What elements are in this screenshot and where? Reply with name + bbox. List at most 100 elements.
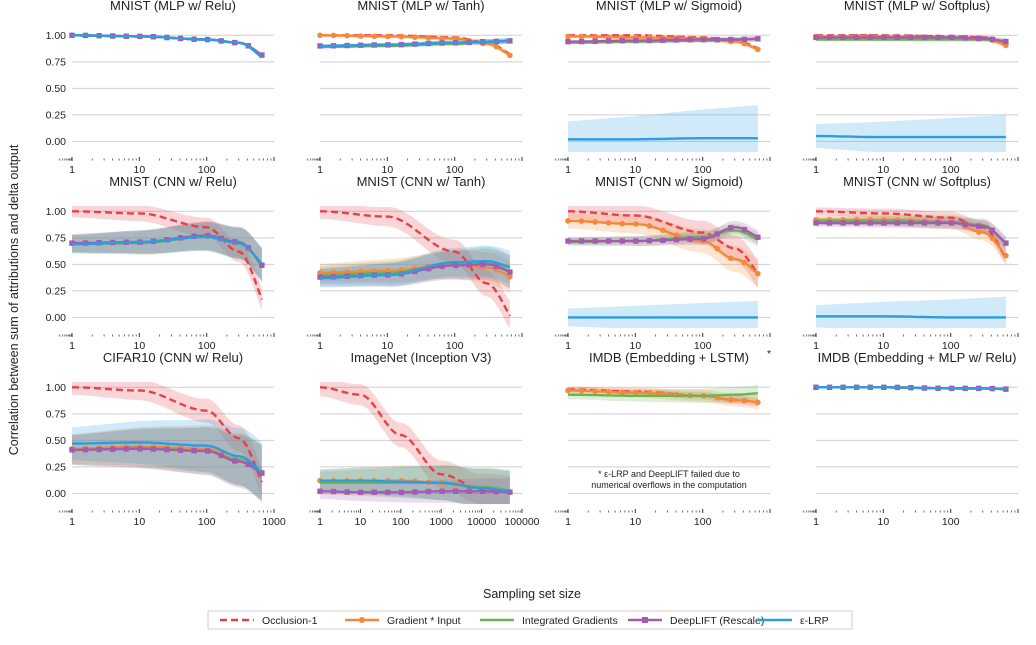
y-tick-label: 0.50: [46, 435, 67, 447]
legend-item-gradient-input: Gradient * Input: [345, 615, 461, 627]
marker-deeplift-rescale: [425, 488, 432, 495]
marker-deeplift-rescale: [989, 227, 996, 234]
marker-gradient-input: [741, 397, 748, 404]
marker-deeplift-rescale: [259, 470, 265, 476]
band-occlusion-1: [568, 206, 758, 288]
marker-deeplift-rescale: [204, 448, 211, 454]
marker-deeplift-rescale: [908, 34, 914, 41]
legend-item-occlusion-1: Occlusion-1: [220, 615, 318, 627]
marker-gradient-input: [633, 221, 639, 227]
marker-deeplift-rescale: [962, 35, 968, 41]
panel-mnist-mlp-w-relu: MNIST (MLP w/ Relu) 0.00 0.25 0.50 0.75 1.00 1…: [46, 0, 275, 176]
marker-deeplift-rescale: [592, 238, 598, 244]
marker-deeplift-rescale: [908, 220, 914, 226]
marker-deeplift-rescale: [259, 262, 265, 268]
marker-gradient-input: [592, 388, 598, 395]
x-tick-label: 100: [198, 164, 216, 176]
marker-deeplift-rescale: [578, 238, 585, 244]
x-tick-label: 100: [446, 164, 464, 176]
panels: MNIST (MLP w/ Relu) 0.00 0.25 0.50 0.75 1.00 1…: [46, 0, 1019, 528]
line-occlusion-1: [72, 210, 264, 300]
band-deeplift-rescale: [568, 220, 758, 246]
marker-deeplift-rescale: [357, 489, 364, 496]
marker-gradient-input: [755, 270, 761, 277]
x-tick-label: 10000: [467, 516, 496, 528]
title-footnote-mark: *: [767, 348, 771, 360]
marker-deeplift-rescale: [962, 221, 968, 228]
marker-deeplift-rescale: [259, 52, 265, 58]
marker-deeplift-rescale: [840, 34, 846, 41]
marker-deeplift-rescale: [398, 489, 405, 496]
marker-deeplift-rescale: [177, 447, 184, 453]
y-tick-label: 0.75: [46, 408, 67, 420]
x-axis-label: Sampling set size: [483, 587, 581, 601]
y-tick-label: 0.25: [46, 461, 67, 473]
band-integrated-gradients: [320, 465, 510, 504]
band-gradient-input: [320, 465, 510, 504]
marker-deeplift-rescale: [813, 34, 819, 41]
marker-deeplift-rescale: [633, 37, 639, 44]
line-lrp: [816, 315, 1006, 319]
marker-gradient-input: [565, 33, 571, 40]
marker-deeplift-rescale: [921, 220, 928, 226]
x-tick-label: 1: [69, 516, 75, 528]
marker-deeplift-rescale: [605, 238, 612, 244]
marker-gradient-input: [371, 33, 378, 40]
line-integrated-gradients: [568, 392, 759, 397]
marker-deeplift-rescale: [592, 38, 598, 44]
band-occlusion-1: [320, 382, 510, 504]
x-tick-label: 1: [813, 340, 819, 352]
marker-deeplift-rescale: [385, 489, 391, 496]
band-gradient-input: [816, 213, 1006, 264]
marker-deeplift-rescale: [507, 489, 513, 495]
band-lrp: [320, 465, 510, 504]
x-tick-label: 100: [198, 516, 216, 528]
panel-imdb-embedding-mlp-w-relu: IMDB (Embedding + MLP w/ Relu) 1 10 100: [803, 350, 1019, 528]
marker-deeplift-rescale: [660, 37, 666, 43]
x-tick-label: 100: [942, 164, 960, 176]
y-tick-label: 0.50: [46, 259, 67, 271]
marker-deeplift-rescale: [1003, 38, 1009, 45]
y-tick-label: 0.25: [46, 109, 67, 121]
marker-gradient-input: [507, 273, 513, 280]
line-lrp: [72, 441, 263, 474]
legend-label: Occlusion-1: [262, 615, 318, 627]
line-lrp: [816, 134, 1006, 139]
panel-title: CIFAR10 (CNN w/ Relu): [103, 350, 243, 365]
marker-gradient-input: [741, 259, 748, 266]
marker-gradient-input: [425, 34, 432, 41]
marker-deeplift-rescale: [660, 237, 666, 243]
marker-gradient-input: [619, 220, 626, 227]
marker-gradient-input: [357, 33, 364, 39]
panel-title: IMDB (Embedding + MLP w/ Relu): [818, 350, 1017, 365]
marker-gradient-input: [578, 218, 585, 224]
marker-deeplift-rescale: [881, 34, 887, 41]
legend-marker: [642, 617, 648, 623]
panel-title: MNIST (MLP w/ Relu): [110, 0, 236, 13]
x-tick-label: 1: [317, 516, 323, 528]
band-occlusion-1: [72, 206, 262, 311]
band-occlusion-1: [72, 382, 262, 496]
line-lrp: [320, 39, 510, 48]
marker-gradient-input: [592, 219, 598, 225]
marker-deeplift-rescale: [123, 446, 129, 452]
marker-gradient-input: [385, 33, 391, 40]
marker-deeplift-rescale: [867, 34, 873, 41]
marker-gradient-input: [317, 32, 323, 39]
x-tick-label: 10: [381, 340, 393, 352]
marker-gradient-input: [755, 46, 761, 53]
panel-imagenet-inception-v3: ImageNet (Inception V3) 1 10 100 1000 10000 10…: [309, 350, 540, 528]
marker-gradient-input: [592, 33, 598, 40]
panel-mnist-cnn-w-softplus: MNIST (CNN w/ Softplus) 1 10 100: [803, 174, 1019, 352]
x-tick-label: 10: [877, 340, 889, 352]
line-occlusion-1: [320, 210, 511, 317]
y-tick-label: 0.00: [46, 488, 67, 500]
marker-deeplift-rescale: [150, 446, 157, 452]
marker-deeplift-rescale: [700, 236, 707, 242]
marker-gradient-input: [398, 33, 405, 40]
marker-deeplift-rescale: [755, 234, 761, 240]
marker-deeplift-rescale: [867, 220, 873, 226]
band-gradient-input: [568, 213, 758, 288]
marker-deeplift-rescale: [191, 448, 197, 454]
